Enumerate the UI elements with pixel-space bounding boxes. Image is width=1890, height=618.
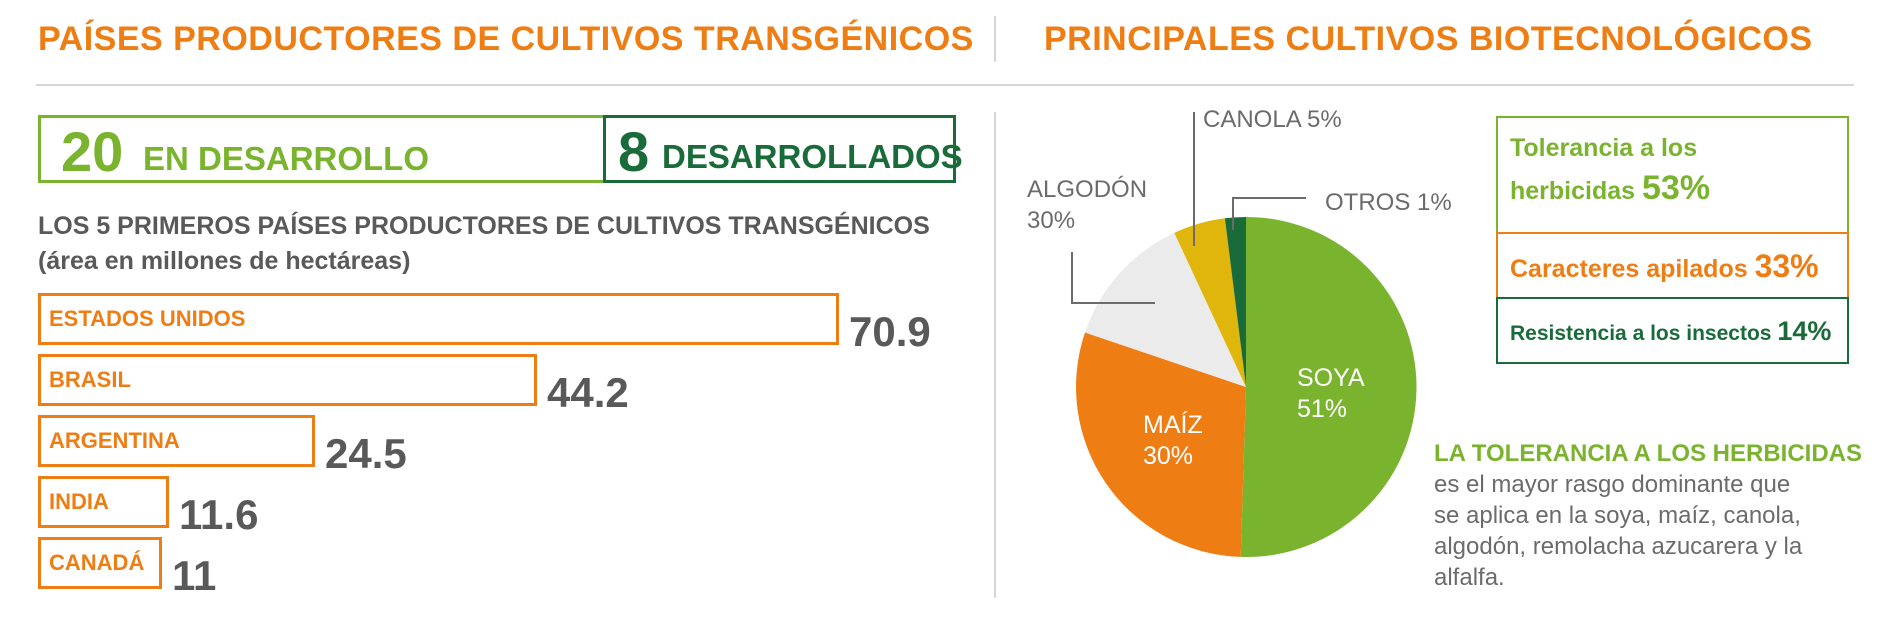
top5-subtitle: (área en millones de hectáreas) (38, 247, 411, 275)
soya-name: SOYA (1297, 364, 1365, 392)
pie-slice-4 (1224, 216, 1246, 387)
bar-value: 11 (172, 552, 217, 599)
developing-count-box: 20 EN DESARROLLO (38, 115, 606, 183)
trait-insect-text: Resistencia a los insectos 14% (1510, 309, 1835, 356)
bar-value: 11.6 (179, 491, 259, 538)
bar-1: BRASIL (38, 354, 537, 406)
otros-pct: 1% (1417, 189, 1452, 216)
top5-title: LOS 5 PRIMEROS PAÍSES PRODUCTORES DE CUL… (38, 212, 930, 240)
bar-3: INDIA (38, 476, 169, 528)
trait-herbicide-label: Tolerancia a los herbicidas (1510, 134, 1698, 205)
developing-label: EN DESARROLLO (143, 140, 430, 177)
trait-herbicide-text: Tolerancia a los herbicidas 53% (1510, 128, 1770, 211)
pie-label-soya: SOYA 51% (1297, 363, 1365, 425)
pie-slice-2 (1085, 232, 1246, 387)
note-heading: LA TOLERANCIA A LOS HERBICIDAS (1434, 440, 1863, 467)
bar-label: ARGENTINA (49, 428, 180, 453)
pie-label-maiz: MAÍZ 30% (1143, 410, 1203, 472)
developed-count-box: 8 DESARROLLADOS (603, 115, 963, 183)
trait-herbicide-pct: 53% (1642, 169, 1711, 207)
pie-slice-1 (1076, 332, 1246, 557)
developed-label: DESARROLLADOS (662, 138, 963, 175)
bar-label: BRASIL (49, 367, 131, 392)
title-divider (994, 16, 996, 62)
bar-value: 24.5 (325, 430, 407, 477)
pie-slice-0 (1240, 216, 1417, 557)
right-title: PRINCIPALES CULTIVOS BIOTECNOLÓGICOS (1044, 20, 1813, 58)
soya-pct: 51% (1297, 395, 1348, 423)
note-body: es el mayor rasgo dominante que se aplic… (1434, 471, 1803, 591)
trait-insect-label: Resistencia a los insectos (1510, 322, 1772, 345)
pie-label-otros: OTROS 1% (1325, 187, 1452, 218)
trait-stacked-text: Caracteres apilados 33% (1510, 244, 1835, 291)
left-title: PAÍSES PRODUCTORES DE CULTIVOS TRANSGÉNI… (38, 20, 974, 58)
trait-stacked-pct: 33% (1754, 248, 1819, 284)
bar-0: ESTADOS UNIDOS (38, 293, 839, 345)
bar-2: ARGENTINA (38, 415, 315, 467)
algodon-name: ALGODÓN (1027, 176, 1148, 203)
pie-leader-line-1 (1071, 252, 1155, 304)
bar-label: INDIA (49, 489, 109, 514)
otros-name: OTROS (1325, 189, 1411, 216)
trait-insect-pct: 14% (1777, 316, 1832, 346)
developed-count: 8 (618, 120, 650, 183)
canola-pct: 5% (1307, 106, 1342, 133)
maiz-pct: 30% (1143, 442, 1194, 470)
maiz-name: MAÍZ (1143, 411, 1203, 439)
bar-value: 44.2 (547, 369, 629, 416)
section-divider (994, 112, 996, 598)
header-rule (36, 84, 1854, 86)
trait-stacked-box: Caracteres apilados 33% (1496, 232, 1849, 299)
pie-label-algodon: ALGODÓN 30% (1027, 174, 1147, 236)
canola-name: CANOLA (1203, 106, 1301, 133)
trait-insect-box: Resistencia a los insectos 14% (1496, 297, 1849, 364)
bar-4: CANADÁ (38, 537, 162, 589)
bar-label: ESTADOS UNIDOS (49, 306, 246, 331)
trait-stacked-label: Caracteres apilados (1510, 255, 1748, 283)
pie-leader-line-2 (1232, 197, 1306, 230)
country-bar-chart: ESTADOS UNIDOS 70.9 BRASIL 44.2 ARGENTINA 24.… (38, 293, 931, 599)
bar-label: CANADÁ (49, 550, 145, 575)
pie-slice-3 (1174, 218, 1246, 387)
algodon-pct: 30% (1027, 207, 1076, 234)
pie-label-canola: CANOLA 5% (1203, 104, 1342, 135)
trait-herbicide-box: Tolerancia a los herbicidas 53% (1496, 116, 1849, 234)
bar-value: 70.9 (849, 308, 931, 355)
developing-count: 20 (61, 120, 124, 183)
